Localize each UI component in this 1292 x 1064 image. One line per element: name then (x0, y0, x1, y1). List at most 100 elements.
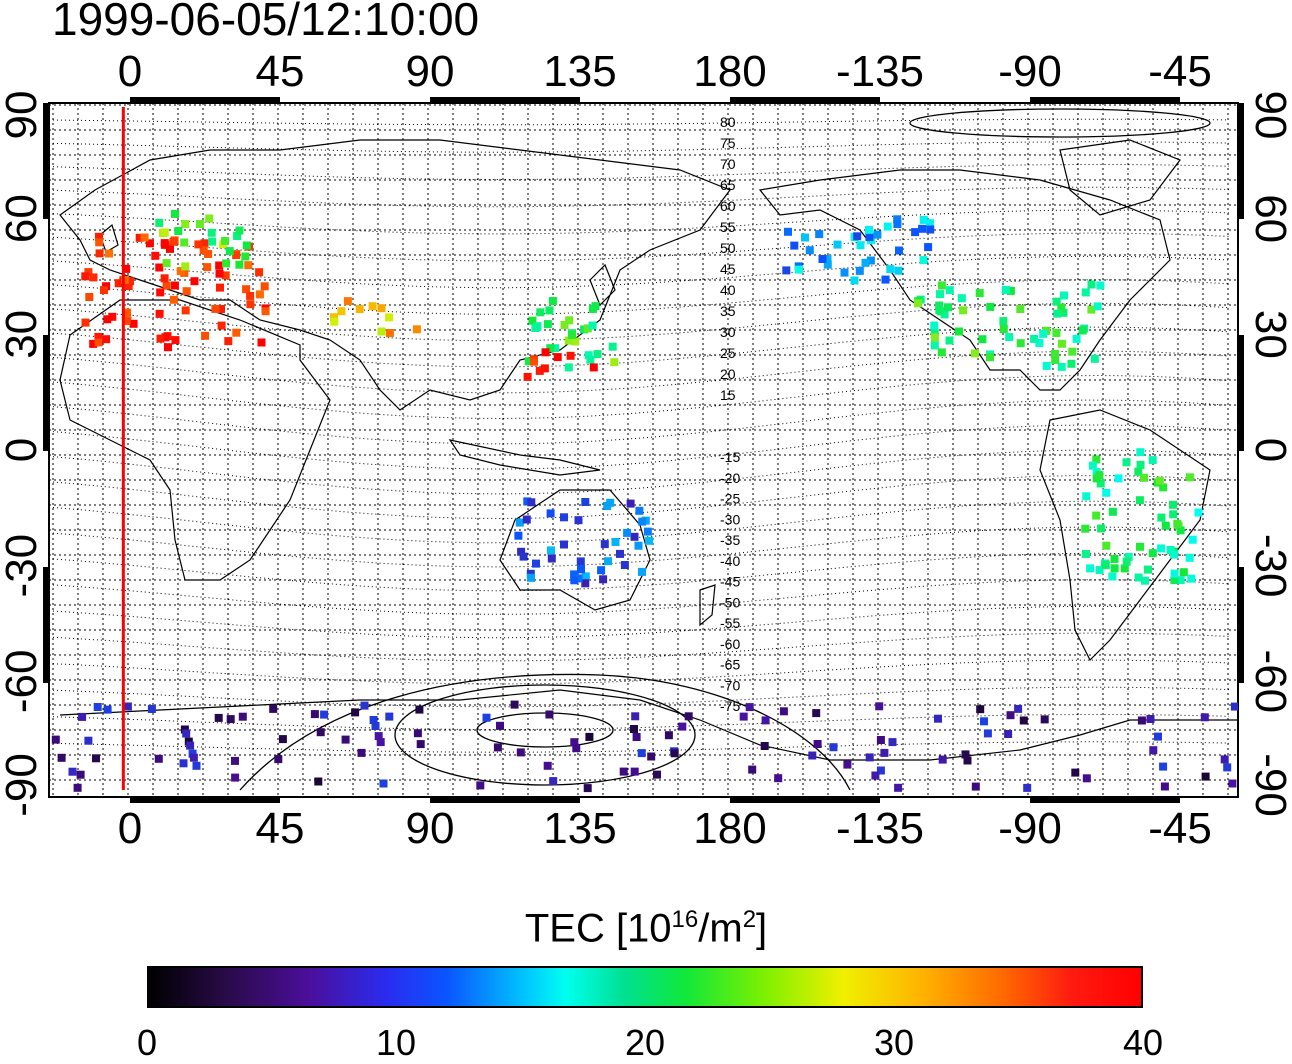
tec-sample (232, 328, 241, 337)
tec-sample (1194, 508, 1203, 517)
south-pole-oval-mid (394, 684, 696, 786)
tec-colorbar (147, 966, 1143, 1008)
tec-sample (546, 344, 555, 353)
tec-sample (216, 283, 224, 292)
lat-tick-right: 90 (1246, 91, 1292, 140)
tec-sample (85, 293, 94, 301)
tec-sample (871, 771, 880, 780)
tec-sample (914, 299, 922, 308)
tec-sample (186, 741, 195, 750)
tec-sample (570, 570, 579, 579)
lon-tick-top: -135 (836, 47, 924, 96)
tec-sample (1030, 334, 1039, 343)
tec-sample (623, 528, 632, 537)
tec-sample (274, 755, 283, 764)
contour-label: -40 (720, 553, 740, 569)
tec-sample (221, 271, 230, 280)
tec-sample (379, 779, 388, 788)
tec-sample (1169, 500, 1177, 509)
tec-sample (541, 348, 550, 357)
tec-sample (105, 249, 114, 258)
tec-sample (278, 735, 287, 744)
tec-sample (337, 307, 346, 316)
tec-sample (1081, 550, 1090, 558)
tec-sample (1144, 565, 1152, 574)
contour-labels: 80 75 70 65 60 55 50 45 40 35 30 25 20 15 -15 -20 -25 -30… (720, 114, 740, 714)
tec-sample (532, 559, 540, 568)
tec-sample (1057, 362, 1066, 371)
tec-sample (156, 288, 165, 297)
tec-sample (1050, 349, 1059, 358)
axis-bar-right (1238, 103, 1244, 219)
tec-sample (355, 305, 364, 314)
tec-sample (155, 218, 164, 227)
tec-sample (192, 761, 201, 770)
tec-sample (944, 303, 952, 312)
tec-sample (235, 260, 244, 269)
tec-sample (543, 320, 552, 329)
contour-label: -70 (720, 677, 740, 693)
tec-sample (829, 743, 838, 752)
tec-sample (589, 363, 598, 372)
tec-sample (911, 228, 920, 237)
tec-sample (103, 705, 112, 714)
tec-sample (865, 233, 874, 242)
axis-bar-left (43, 567, 49, 683)
tec-sample (515, 518, 524, 527)
tec-sample (523, 372, 532, 381)
tec-sample (670, 749, 679, 758)
uk-outline (99, 223, 119, 253)
colorbar-title-end: ] (756, 906, 768, 951)
tec-sample (1071, 768, 1080, 777)
contour-label: 65 (720, 177, 736, 193)
tec-sample (1157, 544, 1166, 553)
contour-label: -50 (720, 594, 740, 610)
lon-tick-top: -90 (998, 47, 1062, 96)
tec-sample (89, 339, 98, 348)
tec-sample (496, 721, 504, 730)
tec-sample (215, 261, 224, 270)
tec-sample (100, 286, 108, 295)
tec-sample (1004, 730, 1013, 738)
tec-sample (801, 233, 809, 242)
tec-sample (959, 306, 968, 315)
tec-sample (638, 517, 647, 526)
tec-sample (545, 710, 554, 719)
tec-sample (1134, 467, 1143, 476)
tec-sample (73, 783, 82, 792)
top-longitude-ticks: 0 45 90 135 180 -135 -90 -45 (118, 47, 1212, 96)
tec-sample (415, 705, 424, 714)
tec-sample (533, 322, 542, 331)
tec-sample (865, 753, 874, 762)
tec-sample (1200, 713, 1209, 722)
tec-sample (1088, 461, 1097, 470)
tec-sample (1159, 762, 1168, 771)
lon-tick-top: -45 (1148, 47, 1212, 96)
tec-sample (784, 227, 792, 236)
tec-sample (925, 219, 934, 228)
tec-sample (124, 282, 133, 290)
tec-sample (583, 784, 592, 793)
tec-sample (748, 765, 757, 774)
contour-label: 60 (720, 198, 736, 214)
tec-sample (616, 549, 624, 558)
colorbar-tick: 10 (375, 1022, 417, 1063)
tec-sample (413, 729, 422, 738)
contour-label: 25 (720, 345, 736, 361)
tec-sample (1176, 526, 1185, 535)
tec-sample (570, 738, 579, 747)
tec-sample (1140, 473, 1148, 482)
tec-sample (527, 498, 536, 507)
lon-tick-bottom: -90 (998, 804, 1062, 853)
tec-sample (233, 232, 242, 240)
tec-sample (200, 239, 209, 248)
tec-sample (1086, 564, 1095, 573)
indonesia-outline (448, 439, 601, 476)
tec-sample (1019, 716, 1028, 725)
magnetic-contours (49, 108, 1230, 791)
tec-sample (980, 717, 988, 726)
tec-sample (1148, 456, 1157, 465)
tec-sample (545, 306, 554, 315)
tec-sample (203, 263, 212, 272)
tec-sample (1122, 557, 1131, 566)
